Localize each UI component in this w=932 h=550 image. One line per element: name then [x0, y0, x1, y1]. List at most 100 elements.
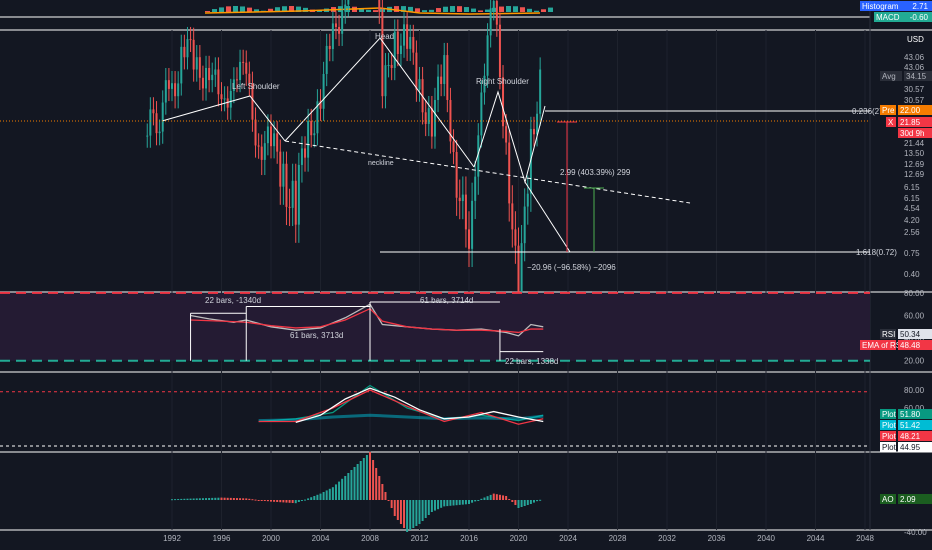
- ao-bar: [214, 497, 217, 500]
- year-tick-label: 2024: [559, 534, 577, 543]
- ao-bar: [282, 500, 285, 503]
- ao-bar: [208, 498, 211, 500]
- macd-bar: [282, 6, 287, 12]
- macd-bar: [359, 8, 364, 12]
- candle-body: [498, 24, 501, 78]
- candle-body: [486, 35, 489, 76]
- ao-bar: [446, 500, 449, 507]
- stoch-name-tag: Plot: [882, 432, 897, 441]
- ao-bar: [205, 498, 208, 500]
- candle-body: [523, 206, 526, 244]
- ao-bar: [375, 468, 378, 500]
- rsi-measure-label: 22 bars, -1340d: [205, 296, 261, 305]
- ao-bar: [304, 499, 307, 501]
- ao-bar: [520, 500, 523, 507]
- ao-bar: [461, 500, 464, 505]
- candle-body: [279, 151, 282, 187]
- candle-body: [455, 152, 458, 198]
- ao-bar: [396, 500, 399, 520]
- price-tick-label: 2.56: [904, 228, 920, 237]
- rsi-tick-label: 20.00: [904, 357, 925, 366]
- macd-label: MACD: [876, 13, 900, 22]
- macd-bar: [408, 6, 413, 12]
- stoch-name-tag: Plot: [882, 410, 897, 419]
- currency-tag: USD: [907, 35, 924, 44]
- ema-rsi-value-tag: 48.48: [900, 341, 921, 350]
- macd-bar: [527, 8, 532, 12]
- year-tick-label: 2032: [658, 534, 676, 543]
- ao-bar: [458, 500, 461, 505]
- macd-bar: [212, 9, 217, 12]
- candle-body: [471, 200, 474, 249]
- stoch-value-tag-bg: [898, 420, 932, 430]
- ao-bar: [198, 498, 201, 500]
- candle-body: [183, 46, 186, 58]
- price-tick-label: 43.06: [904, 53, 925, 62]
- macd-histogram-label: Histogram: [862, 2, 899, 11]
- candle-body: [282, 163, 285, 187]
- stoch-tick-label: 60.00: [904, 404, 925, 413]
- year-tick-label: 2004: [312, 534, 330, 543]
- ao-bar: [421, 500, 424, 521]
- ao-bar: [177, 499, 180, 500]
- ao-bar: [322, 492, 325, 500]
- candle-body: [437, 76, 440, 100]
- macd-value: -0.60: [910, 13, 929, 22]
- macd-bar: [373, 10, 378, 12]
- ao-bar: [183, 498, 186, 500]
- year-tick-label: 1992: [163, 534, 181, 543]
- ema-rsi-name-tag-bg: [860, 340, 896, 350]
- candle-body: [418, 79, 421, 90]
- candle-body: [502, 77, 505, 127]
- ao-panel: [171, 452, 542, 532]
- rsi-band: [0, 292, 870, 361]
- macd-bar: [219, 7, 224, 12]
- candle-body: [517, 245, 520, 325]
- year-tick-label: 2048: [856, 534, 874, 543]
- candle-body: [409, 36, 412, 49]
- ao-bar: [412, 500, 415, 528]
- candle-body: [390, 64, 393, 68]
- ao-bar: [362, 458, 365, 500]
- price-tick-label: 4.20: [904, 216, 920, 225]
- left-shoulder-label: Left Shoulder: [232, 82, 280, 91]
- candle-body: [508, 142, 511, 204]
- candle-body: [495, 1, 498, 25]
- macd-bar: [492, 7, 497, 12]
- ao-bar: [217, 497, 220, 500]
- candle-body: [406, 24, 409, 49]
- stoch-value-tag-bg: [898, 409, 932, 419]
- year-tick-label: 2040: [757, 534, 775, 543]
- price-tick-label: 12.69: [904, 160, 925, 169]
- ao-bar: [192, 498, 195, 500]
- macd-histogram-tag: [860, 1, 932, 11]
- ao-bar: [174, 499, 177, 501]
- candle-body: [480, 92, 483, 136]
- ao-bar: [430, 500, 433, 512]
- ao-bar: [319, 493, 322, 500]
- candle-body: [331, 23, 334, 50]
- ao-bar: [498, 494, 501, 500]
- candle-body: [201, 77, 204, 89]
- ao-bar: [263, 500, 266, 501]
- candle-body: [235, 79, 238, 81]
- x-tag: X: [888, 118, 894, 127]
- candle-body: [300, 148, 303, 165]
- rsi-value-tag: 50.34: [900, 330, 921, 339]
- macd-bar: [541, 9, 546, 12]
- ao-bar: [480, 498, 483, 500]
- stoch-value-tag: 48.21: [900, 432, 921, 441]
- candle-body: [248, 73, 251, 84]
- macd-bar: [394, 6, 399, 12]
- candle-body: [458, 197, 461, 202]
- ao-bar: [211, 497, 214, 500]
- candle-body: [239, 61, 242, 81]
- stoch-name-tag: Plot: [882, 443, 897, 452]
- ao-bar: [529, 500, 532, 504]
- stoch-name-tag-bg: [880, 420, 896, 430]
- fib-1618-label: 1.618(0.72): [856, 248, 897, 257]
- candle-body: [532, 128, 535, 135]
- ao-bar: [384, 492, 387, 500]
- avg-tag: Avg: [882, 72, 896, 81]
